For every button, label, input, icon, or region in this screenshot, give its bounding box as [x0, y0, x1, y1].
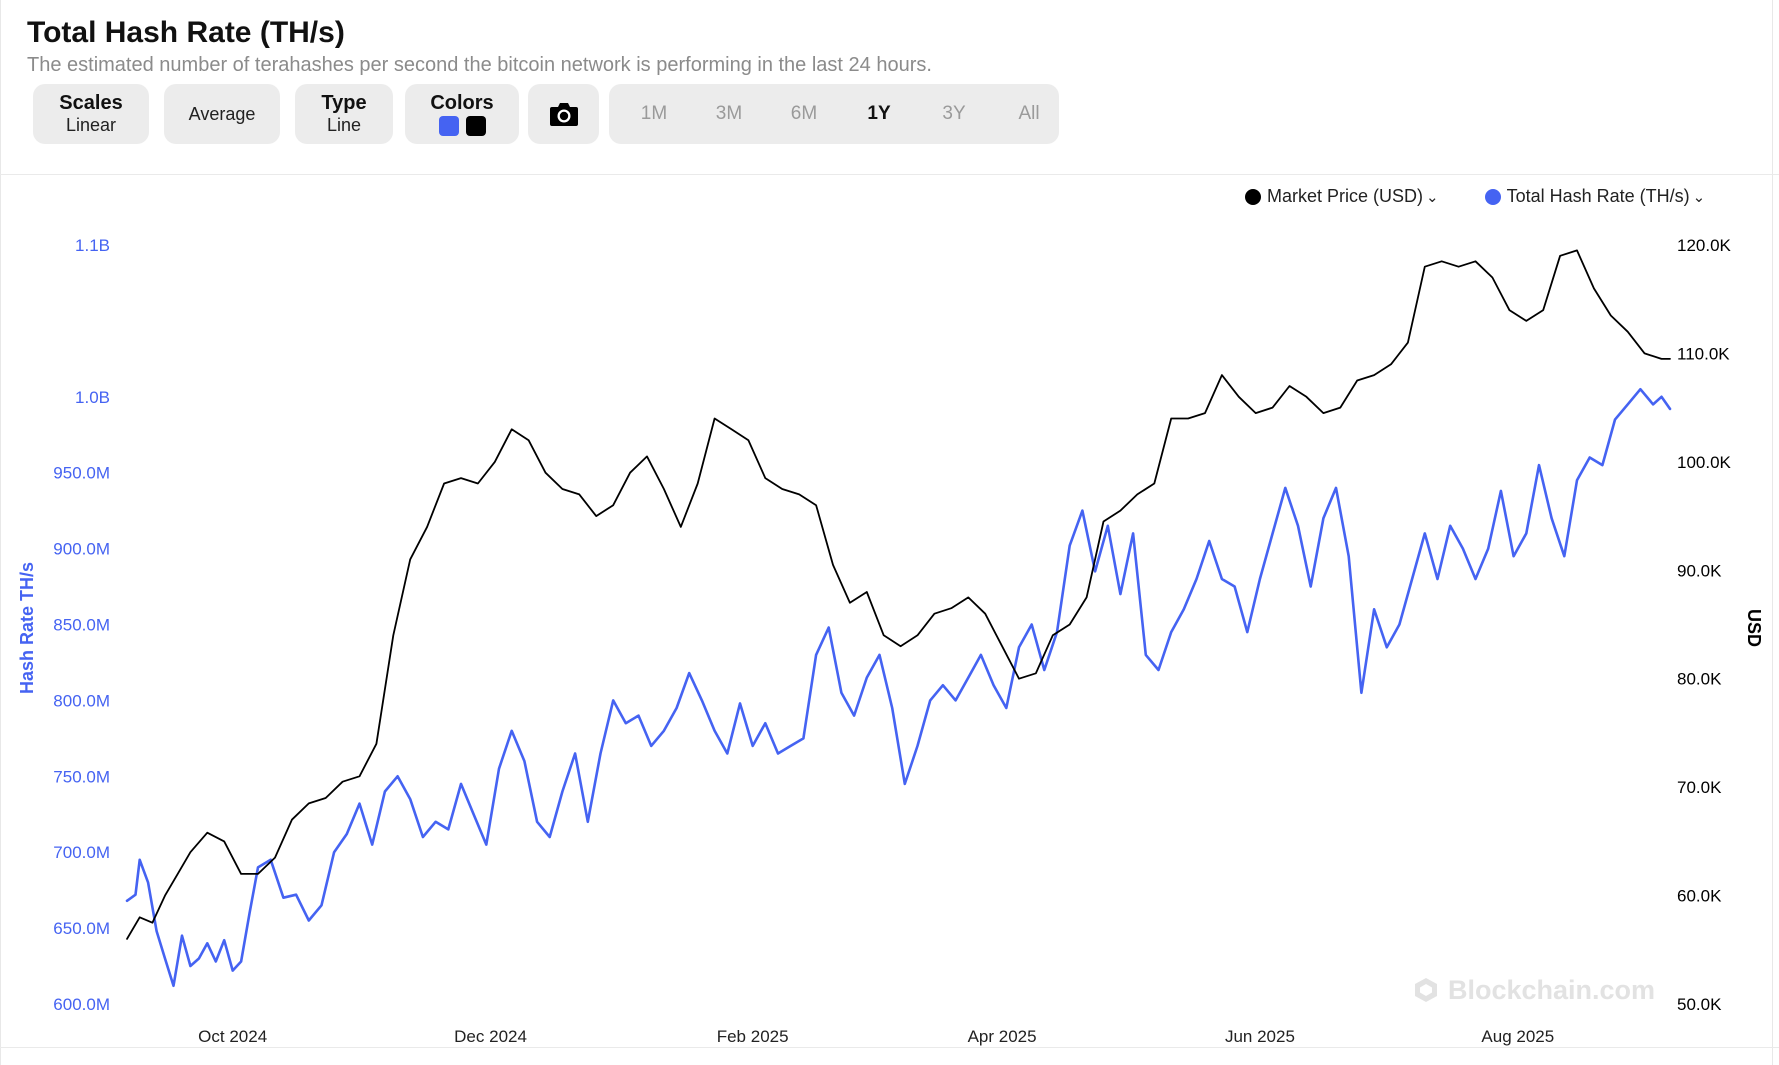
time-range-group: 1M 3M 6M 1Y 3Y All — [609, 84, 1059, 144]
hash-rate-series-line — [125, 387, 1672, 988]
x-tick-label: Jun 2025 — [1225, 1027, 1295, 1046]
right-axis: 50.0K 60.0K 70.0K 80.0K 90.0K 100.0K 110.0K 120… — [1677, 236, 1732, 1014]
series-layer — [125, 249, 1672, 988]
right-tick-label: 110.0K — [1677, 344, 1730, 363]
scales-label: Scales — [59, 92, 123, 114]
toolbar-divider — [0, 174, 1779, 175]
legend-item-hash-rate[interactable]: Total Hash Rate (TH/s) ⌄ — [1484, 186, 1706, 207]
range-all-button[interactable]: All — [1018, 103, 1040, 124]
type-label: Type — [321, 92, 367, 114]
legend-label-market-price: Market Price (USD) — [1267, 186, 1424, 206]
x-tick-label: Oct 2024 — [198, 1027, 267, 1046]
type-value: Line — [326, 115, 362, 135]
footer-divider — [0, 1047, 1779, 1048]
chevron-down-icon[interactable]: ⌄ — [1692, 188, 1706, 206]
left-tick-label: 650.0M — [53, 919, 110, 938]
type-button[interactable]: Type Line — [295, 84, 393, 144]
x-tick-label: Aug 2025 — [1481, 1027, 1554, 1046]
left-axis: 600.0M 650.0M 700.0M 750.0M 800.0M 850.0M 900.… — [53, 236, 110, 1014]
left-tick-label: 900.0M — [53, 540, 110, 559]
left-axis-label: Hash Rate TH/s — [17, 562, 37, 694]
screenshot-button[interactable] — [528, 84, 599, 144]
legend-dot-market-price — [1245, 188, 1261, 205]
color-swatch-price[interactable] — [465, 116, 486, 136]
left-tick-label: 800.0M — [53, 691, 110, 710]
market-price-series-line — [126, 249, 1671, 940]
frame-border-left — [0, 0, 1, 1065]
range-1y-button[interactable]: 1Y — [867, 103, 891, 124]
right-tick-label: 100.0K — [1677, 453, 1732, 472]
camera-icon — [549, 103, 578, 126]
left-tick-label: 1.0B — [75, 388, 110, 407]
left-tick-label: 950.0M — [53, 464, 110, 483]
chart-legend: Market Price (USD) ⌄ Total Hash Rate (TH… — [1245, 186, 1705, 207]
colors-button[interactable]: Colors — [405, 84, 519, 144]
average-button[interactable]: Average — [164, 84, 280, 144]
left-tick-label: 700.0M — [53, 843, 110, 862]
right-tick-label: 80.0K — [1677, 670, 1722, 689]
x-tick-label: Apr 2025 — [968, 1027, 1037, 1046]
page-subtitle: The estimated number of terahashes per s… — [27, 54, 932, 76]
left-tick-label: 1.1B — [75, 236, 110, 255]
range-3y-button[interactable]: 3Y — [942, 103, 966, 124]
scales-button[interactable]: Scales Linear — [33, 84, 149, 144]
x-tick-label: Feb 2025 — [717, 1027, 789, 1046]
average-label: Average — [188, 104, 256, 124]
right-tick-label: 60.0K — [1677, 887, 1722, 906]
chevron-down-icon[interactable]: ⌄ — [1426, 188, 1439, 206]
x-axis: Oct 2024 Dec 2024 Feb 2025 Apr 2025 Jun 2025… — [198, 1027, 1554, 1046]
right-tick-label: 50.0K — [1677, 995, 1722, 1014]
x-tick-label: Dec 2024 — [454, 1027, 527, 1046]
legend-label-hash-rate: Total Hash Rate (TH/s) — [1506, 186, 1690, 206]
colors-label: Colors — [430, 92, 494, 114]
range-3m-button[interactable]: 3M — [715, 103, 743, 124]
legend-item-market-price[interactable]: Market Price (USD) ⌄ — [1245, 186, 1439, 207]
right-tick-label: 90.0K — [1677, 561, 1722, 580]
scales-value: Linear — [65, 115, 117, 135]
right-tick-label: 120.0K — [1677, 236, 1732, 255]
blockchain-logo-icon — [1415, 978, 1437, 1002]
color-swatch-hashrate[interactable] — [438, 116, 459, 136]
range-1m-button[interactable]: 1M — [640, 103, 668, 124]
right-tick-label: 70.0K — [1677, 778, 1722, 797]
page-title: Total Hash Rate (TH/s) — [27, 16, 345, 49]
legend-dot-hash-rate — [1484, 188, 1501, 205]
left-tick-label: 850.0M — [53, 616, 110, 635]
right-axis-label: USD — [1744, 609, 1764, 647]
frame-border-right — [1772, 0, 1773, 1065]
watermark-text: Blockchain.com — [1448, 975, 1656, 1005]
range-6m-button[interactable]: 6M — [790, 103, 818, 124]
left-tick-label: 750.0M — [53, 767, 110, 786]
left-tick-label: 600.0M — [53, 995, 110, 1014]
